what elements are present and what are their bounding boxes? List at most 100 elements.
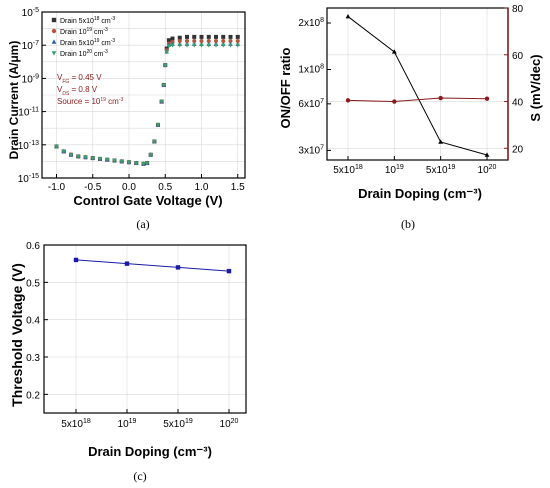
panel-b-caption: (b) bbox=[401, 217, 415, 231]
panel-a-ylabel: Drain Current (A/μm) bbox=[7, 41, 21, 160]
panel-a-point bbox=[112, 158, 117, 163]
panel-a-point bbox=[185, 34, 189, 39]
panel-b-ltick-label: 1x108 bbox=[298, 64, 324, 76]
panel-a-point bbox=[213, 43, 219, 48]
panel-a-point bbox=[228, 43, 233, 48]
panel-b-xtick-label: 5x1019 bbox=[426, 164, 456, 176]
panel-a-ytick-label: 10-13 bbox=[18, 140, 39, 152]
panel-c: Threshold Voltage (V) Drain Doping (cm⁻³… bbox=[9, 241, 247, 483]
panel-a-point bbox=[235, 39, 240, 44]
panel-a-point bbox=[177, 35, 182, 40]
panel-a-point bbox=[199, 39, 204, 44]
panel-a-ytick-label: 10-7 bbox=[22, 40, 39, 52]
panel-a-point bbox=[170, 39, 175, 44]
panel-a-point bbox=[170, 36, 175, 41]
panel-c-xtick-label: 1019 bbox=[118, 418, 137, 430]
panel-a-ytick-label: 10-5 bbox=[22, 7, 39, 19]
panel-c-xlabel: Drain Doping (cm⁻³) bbox=[88, 444, 212, 459]
panel-b-ltick-label: 6x107 bbox=[298, 98, 324, 110]
panel-a-point bbox=[199, 43, 204, 48]
panel-a-point bbox=[206, 43, 211, 48]
panel-b-xtick-label: 1020 bbox=[478, 164, 497, 176]
panel-a-point bbox=[119, 159, 124, 164]
panel-a-point bbox=[221, 43, 226, 48]
panel-b-rtick-label: 40 bbox=[512, 98, 524, 109]
panel-a-point bbox=[228, 34, 233, 39]
panel-b-point bbox=[438, 139, 444, 144]
panel-a-point bbox=[155, 123, 161, 128]
panel-a-point bbox=[54, 144, 59, 149]
panel-b-point bbox=[484, 96, 490, 101]
panel-a-legend-label: Drain 5x1019 cm-3 bbox=[60, 38, 115, 47]
panel-b-ylabel-left: ON/OFF ratio bbox=[278, 47, 293, 128]
panel-b-xtick-label: 1019 bbox=[385, 164, 404, 176]
panel-b-xtick-label: 5x1018 bbox=[333, 164, 363, 176]
panel-c-series-line bbox=[75, 259, 230, 272]
panel-a-point bbox=[152, 139, 157, 144]
panel-a-xtick-label: -0.5 bbox=[84, 182, 102, 193]
panel-a-legend-marker bbox=[51, 28, 57, 34]
panel-b-point bbox=[345, 13, 351, 19]
panel-c-ylabel: Threshold Voltage (V) bbox=[9, 263, 25, 407]
panel-a-point bbox=[126, 160, 132, 165]
panel-a: Drain Current (A/μm) Control Gate Voltag… bbox=[7, 7, 246, 231]
panel-a-annotation: Source = 1019 cm-3 bbox=[57, 97, 123, 106]
panel-a-point bbox=[61, 149, 66, 154]
panel-a-annotation: VDS = 0.8 V bbox=[57, 85, 98, 97]
panel-a-point bbox=[90, 156, 95, 161]
panel-a-point bbox=[141, 162, 146, 167]
panel-a-point bbox=[144, 161, 150, 166]
panel-a-legend-marker bbox=[51, 51, 57, 56]
panel-c-ytick-label: 0.6 bbox=[26, 241, 40, 252]
panel-c-point bbox=[124, 261, 130, 266]
panel-c-point bbox=[175, 265, 181, 270]
panel-a-legend-label: Drain 1020 cm-3 bbox=[60, 49, 108, 58]
panel-a-legend-marker bbox=[51, 17, 57, 23]
panel-a-point bbox=[177, 43, 182, 48]
panel-a-point bbox=[184, 43, 190, 48]
panel-a-point bbox=[97, 157, 103, 162]
panel-a-point bbox=[163, 63, 168, 68]
panel-b-rtick-label: 80 bbox=[512, 4, 524, 15]
panel-a-point bbox=[206, 34, 211, 39]
panel-a-point bbox=[161, 83, 166, 88]
panel-b-xlabel: Drain Doping (cm⁻³) bbox=[358, 186, 482, 201]
panel-c-caption: (c) bbox=[133, 469, 146, 483]
panel-b-point bbox=[391, 49, 397, 54]
panel-a-point bbox=[185, 39, 189, 44]
panel-a-annotation: VFG = 0.45 V bbox=[57, 73, 102, 85]
panel-a-point bbox=[134, 161, 139, 166]
panel-a-point bbox=[148, 153, 153, 158]
panel-c-ytick-label: 0.4 bbox=[26, 316, 40, 327]
panel-c-xtick-label: 1020 bbox=[220, 418, 239, 430]
panel-a-point bbox=[83, 155, 88, 160]
panel-a-point bbox=[214, 39, 218, 44]
panel-a-caption: (a) bbox=[136, 217, 149, 231]
panel-a-point bbox=[228, 39, 233, 44]
panel-c-point bbox=[73, 257, 79, 263]
panel-a-point bbox=[164, 50, 169, 55]
panel-a-point bbox=[170, 43, 175, 48]
panel-c-frame bbox=[43, 244, 247, 414]
panel-b-point bbox=[392, 99, 397, 104]
panel-b-rtick-label: 20 bbox=[512, 144, 524, 155]
panel-c-xtick-label: 5x1018 bbox=[61, 418, 91, 430]
panel-a-point bbox=[166, 38, 171, 43]
panel-a-xtick-label: 0.0 bbox=[122, 182, 136, 193]
panel-a-xtick-label: -1.0 bbox=[48, 182, 66, 193]
panel-b-point bbox=[438, 95, 443, 101]
panel-b-point bbox=[484, 152, 490, 157]
panel-a-ytick-label: 10-11 bbox=[18, 107, 39, 119]
panel-a-xtick-label: 1.0 bbox=[195, 182, 209, 193]
panel-a-point bbox=[177, 39, 182, 44]
panel-a-point bbox=[214, 34, 218, 39]
panel-c-ytick-label: 0.3 bbox=[26, 353, 40, 364]
panel-a-point bbox=[159, 100, 164, 105]
panel-b-ltick-label: 2x108 bbox=[298, 17, 324, 29]
panel-a-point bbox=[235, 34, 240, 39]
panel-b-point bbox=[345, 98, 351, 103]
panel-a-point bbox=[199, 34, 204, 39]
panel-a-point bbox=[192, 34, 197, 39]
panel-a-point bbox=[221, 34, 226, 39]
